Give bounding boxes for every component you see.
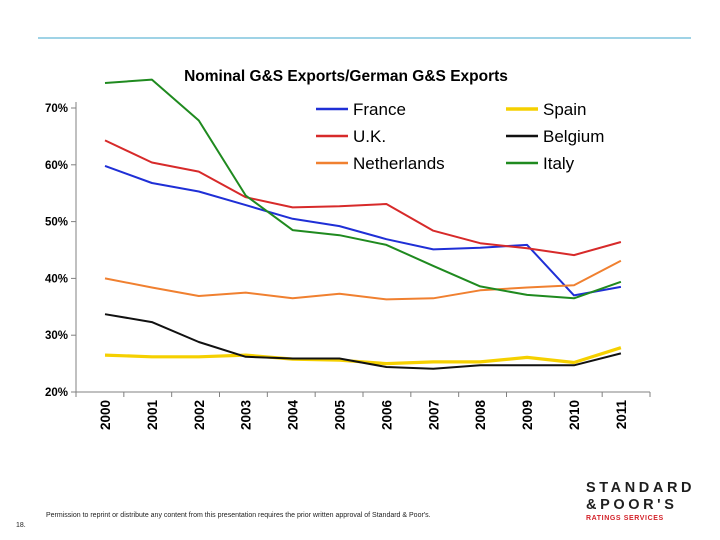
logo-line-standard: STANDARD [586,480,696,496]
series-line-italy [104,78,622,300]
series-line-belgium [104,313,622,370]
x-tick-label: 2007 [426,400,441,430]
y-tick-label: 60% [45,160,68,172]
y-axis: 20% 30% 40% 50% 60% 70% [45,102,77,399]
standard-and-poors-logo: STANDARD &POOR'S RATINGS SERVICES [586,480,706,523]
legend-label-belgium: Belgium [543,127,604,146]
y-tick-label: 40% [45,273,68,285]
logo-line-poors: &POOR'S [586,497,678,513]
series-line-u-k [104,139,622,257]
series-group [104,78,622,370]
x-axis: 2000 2001 2002 2003 2004 2005 2006 2007 2008 2009… [75,391,651,431]
x-tick-label: 2008 [473,400,488,431]
chart-title: Nominal G&S Exports/German G&S Exports [184,68,508,85]
x-tick-label: 2004 [286,400,301,431]
legend-label-italy: Italy [543,154,575,173]
series-line-spain [104,346,622,366]
x-tick-label: 2009 [520,400,535,430]
series-line-france [104,164,622,297]
permission-note: Permission to reprint or distribute any … [46,512,431,519]
y-tick-label: 50% [45,217,68,229]
logo-line-ratings-services: RATINGS SERVICES [586,515,664,522]
header-divider [38,37,691,39]
x-tick-label: 2011 [614,400,629,430]
x-tick-label: 2005 [333,400,348,431]
series-line-netherlands [104,259,622,301]
page-number: 18. [16,522,26,529]
y-tick-label: 70% [45,103,68,115]
x-tick-label: 2006 [379,400,394,431]
legend-label-u-k: U.K. [353,127,386,146]
y-tick-label: 20% [45,387,68,399]
legend-label-spain: Spain [543,100,586,119]
x-tick-label: 2010 [567,400,582,430]
legend-label-france: France [353,100,406,119]
legend-label-netherlands: Netherlands [353,154,445,173]
x-tick-label: 2002 [192,400,207,430]
x-tick-label: 2003 [239,400,254,431]
x-tick-label: 2000 [98,400,113,430]
chart-legend: France Spain U.K. Belgium Netherlands Italy [316,100,604,173]
line-chart: Nominal G&S Exports/German G&S Exports F… [45,68,651,431]
y-tick-label: 30% [45,330,68,342]
x-tick-label: 2001 [145,400,160,431]
